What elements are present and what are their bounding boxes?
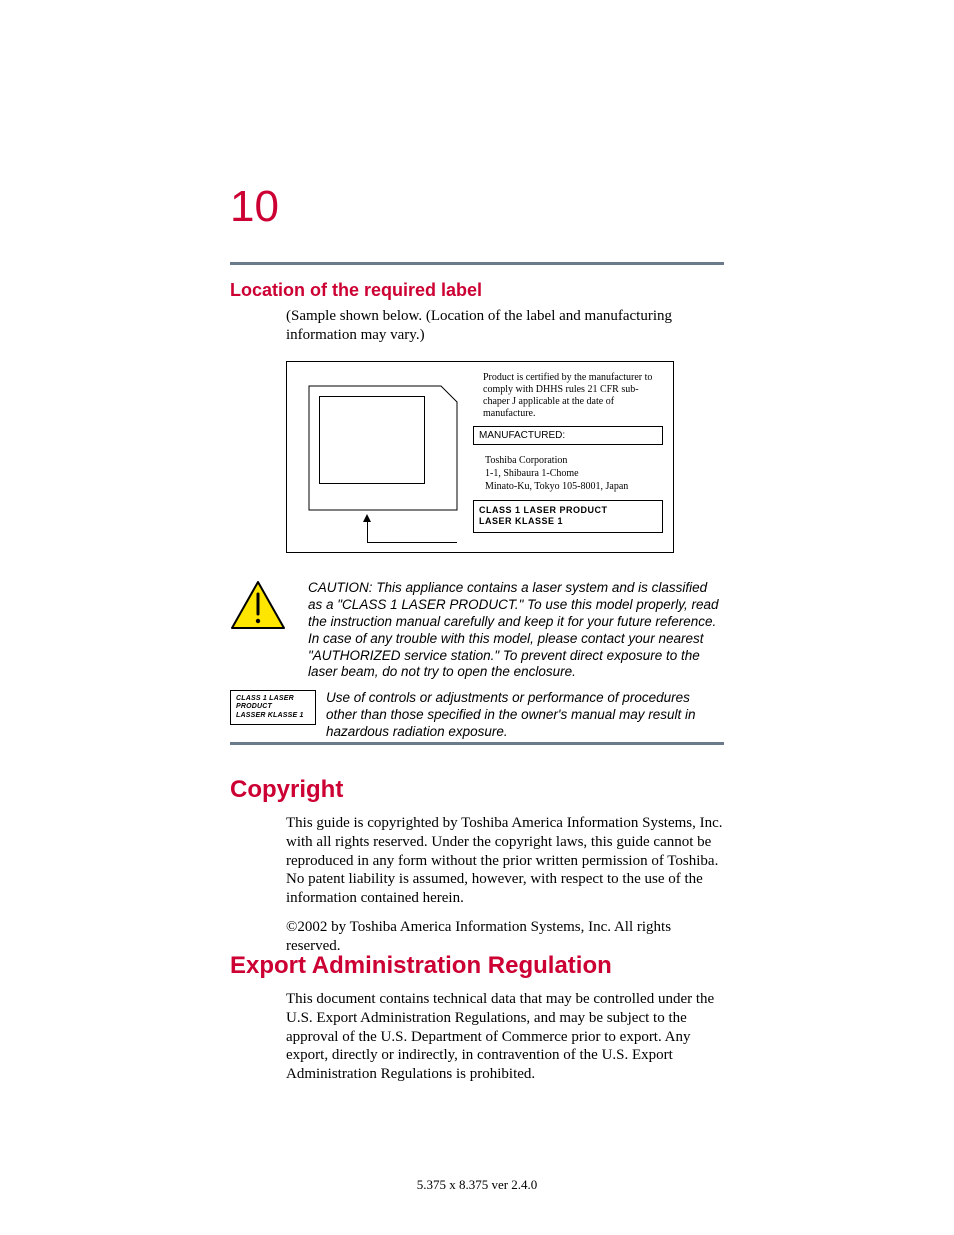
- manufactured-box: MANUFACTURED:: [473, 426, 663, 445]
- arrow-head-icon: [363, 514, 371, 522]
- class1-line: CLASS 1 LASER PRODUCT: [479, 505, 657, 517]
- caution-block: CAUTION: This appliance contains a laser…: [230, 580, 724, 681]
- address-line: Toshiba Corporation: [485, 454, 663, 467]
- class1-line: LASER KLASSE 1: [479, 516, 657, 528]
- usage-warning-text: Use of controls or adjustments or perfor…: [326, 690, 724, 741]
- horizontal-rule: [230, 262, 724, 265]
- copyright-line: ©2002 by Toshiba America Information Sys…: [286, 918, 724, 956]
- class1-laser-box: CLASS 1 LASER PRODUCT LASER KLASSE 1: [473, 500, 663, 533]
- manufacturer-address: Toshiba Corporation 1-1, Shibaura 1-Chom…: [485, 454, 663, 493]
- arrow-line-horizontal: [367, 542, 457, 543]
- mini-label-line: CLASS 1 LASER PRODUCT: [236, 695, 310, 712]
- address-line: Minato-Ku, Tokyo 105-8001, Japan: [485, 480, 663, 493]
- footer-version: 5.375 x 8.375 ver 2.4.0: [0, 1177, 954, 1193]
- document-page: 10 Location of the required label (Sampl…: [0, 0, 954, 1235]
- export-paragraph: This document contains technical data th…: [286, 990, 724, 1084]
- usage-warning-block: CLASS 1 LASER PRODUCT LASSER KLASSE 1 Us…: [230, 690, 724, 741]
- heading-export: Export Administration Regulation: [230, 952, 724, 980]
- mini-label-line: LASSER KLASSE 1: [236, 712, 310, 720]
- section-location-of-label: Location of the required label (Sample s…: [230, 280, 724, 553]
- horizontal-rule: [230, 742, 724, 745]
- caution-text: CAUTION: This appliance contains a laser…: [308, 580, 724, 681]
- heading-location: Location of the required label: [230, 280, 724, 301]
- certification-text: Product is certified by the manufacturer…: [483, 372, 663, 420]
- page-number: 10: [230, 182, 279, 232]
- heading-copyright: Copyright: [230, 776, 724, 804]
- label-position-indicator: [319, 396, 425, 484]
- mini-class1-label: CLASS 1 LASER PRODUCT LASSER KLASSE 1: [230, 690, 316, 725]
- arrow-line-vertical: [367, 522, 368, 542]
- address-line: 1-1, Shibaura 1-Chome: [485, 467, 663, 480]
- copyright-paragraph: This guide is copyrighted by Toshiba Ame…: [286, 814, 724, 908]
- section-copyright: Copyright This guide is copyrighted by T…: [230, 776, 724, 965]
- intro-text: (Sample shown below. (Location of the la…: [286, 307, 724, 345]
- warning-triangle-icon: [230, 580, 286, 630]
- section-export-regulation: Export Administration Regulation This do…: [230, 952, 724, 1094]
- label-diagram: Product is certified by the manufacturer…: [286, 361, 674, 553]
